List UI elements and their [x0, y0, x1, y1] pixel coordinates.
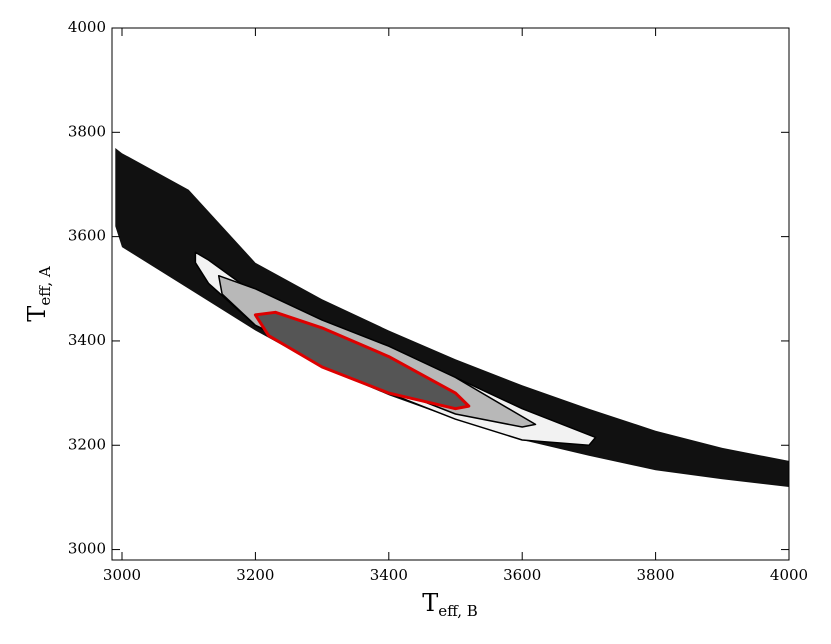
y-axis-label: Teff, A: [23, 266, 55, 322]
contour-region: [253, 310, 471, 411]
plot-frame: [111, 27, 790, 561]
y-tick-label: 3000: [68, 540, 106, 558]
contour-region: [115, 148, 790, 487]
y-tick-label: 3600: [68, 227, 106, 245]
x-tick-label: 4000: [770, 566, 808, 584]
y-tick-label: 3200: [68, 435, 106, 453]
x-tick-label: 3800: [637, 566, 675, 584]
x-tick-label: 3200: [236, 566, 274, 584]
x-tick-label: 3600: [503, 566, 541, 584]
x-axis-label: Teff, B: [422, 589, 478, 621]
x-tick-label: 3000: [103, 566, 141, 584]
y-tick-label: 3800: [68, 122, 106, 140]
y-tick-label: 4000: [68, 18, 106, 36]
y-tick-label: 3400: [68, 331, 106, 349]
x-tick-label: 3400: [370, 566, 408, 584]
